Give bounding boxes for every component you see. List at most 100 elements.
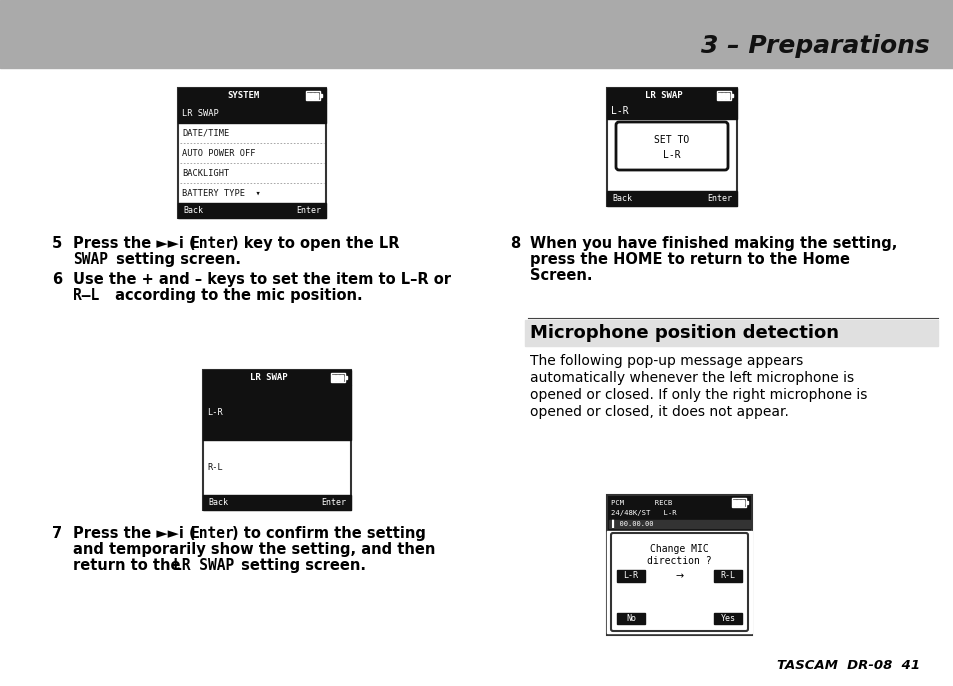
Text: DATE/TIME: DATE/TIME	[182, 128, 229, 137]
Text: No: No	[625, 614, 636, 623]
Bar	[178, 88, 326, 218]
Text: Change MIC: Change MIC	[649, 544, 708, 554]
Text: R-L: R-L	[720, 571, 735, 580]
Text: 24/48K/ST   L-R: 24/48K/ST L-R	[610, 510, 676, 516]
Text: and temporarily show the setting, and then: and temporarily show the setting, and th…	[73, 542, 435, 557]
Text: ) to confirm the setting: ) to confirm the setting	[232, 526, 425, 541]
Bar	[732, 499, 735, 506]
Text: setting screen.: setting screen.	[111, 252, 241, 267]
Text: BATTERY TYPE  ▾: BATTERY TYPE ▾	[182, 189, 260, 198]
Text: Back: Back	[183, 206, 203, 215]
Text: opened or closed, it does not appear.: opened or closed, it does not appear.	[530, 405, 788, 419]
Text: Press the ►►i (: Press the ►►i (	[73, 526, 195, 541]
Bar	[178, 203, 326, 218]
Bar	[307, 93, 310, 99]
Bar	[731, 498, 745, 507]
Bar	[178, 88, 326, 103]
Bar	[717, 91, 730, 100]
Bar	[606, 495, 751, 635]
Bar	[311, 93, 314, 99]
Bar	[331, 373, 345, 382]
Text: LR SWAP: LR SWAP	[182, 108, 218, 117]
Bar	[319, 94, 322, 97]
Bar	[713, 570, 741, 582]
Text: SYSTEM: SYSTEM	[228, 91, 260, 100]
Bar	[713, 613, 741, 624]
Bar	[606, 531, 751, 633]
Bar	[725, 93, 728, 99]
Text: SWAP: SWAP	[73, 252, 108, 267]
Text: Enter: Enter	[191, 526, 234, 541]
Bar	[0, 0, 953, 68]
FancyBboxPatch shape	[616, 122, 727, 170]
Text: LR SWAP: LR SWAP	[172, 558, 234, 573]
Bar	[203, 370, 351, 510]
Bar	[608, 520, 749, 528]
Text: 7: 7	[52, 526, 62, 541]
FancyBboxPatch shape	[610, 533, 747, 631]
Text: Yes: Yes	[720, 614, 735, 623]
Bar	[203, 495, 351, 510]
Text: TASCAM  DR-08  41: TASCAM DR-08 41	[776, 659, 919, 672]
Text: AUTO POWER OFF: AUTO POWER OFF	[182, 148, 255, 158]
Bar	[745, 501, 747, 504]
Text: L-R: L-R	[662, 150, 680, 161]
Text: 8: 8	[510, 236, 519, 251]
Bar	[617, 570, 644, 582]
Text: opened or closed. If only the right microphone is: opened or closed. If only the right micr…	[530, 388, 866, 402]
Bar	[524, 320, 937, 346]
Bar	[740, 499, 743, 506]
Bar	[306, 91, 319, 100]
Bar	[203, 385, 351, 440]
Text: Enter: Enter	[706, 194, 731, 203]
Text: ) key to open the LR: ) key to open the LR	[232, 236, 399, 251]
Text: Press the ►►i (: Press the ►►i (	[73, 236, 195, 251]
Text: 6: 6	[52, 272, 62, 287]
Text: LR SWAP: LR SWAP	[644, 91, 682, 100]
Text: 3 – Preparations: 3 – Preparations	[700, 34, 929, 58]
Bar	[345, 376, 347, 379]
Text: L-R: L-R	[623, 571, 638, 580]
Text: press the HOME to return to the Home: press the HOME to return to the Home	[530, 252, 849, 267]
Text: →: →	[675, 571, 683, 581]
Bar	[339, 375, 343, 381]
Text: 5: 5	[52, 236, 62, 251]
Bar	[737, 499, 740, 506]
Text: Use the + and – keys to set the item to L–R or: Use the + and – keys to set the item to …	[73, 272, 451, 287]
Bar	[730, 94, 732, 97]
Bar	[721, 93, 724, 99]
Text: Back: Back	[208, 498, 228, 507]
Bar	[606, 103, 737, 119]
Text: Back: Back	[612, 194, 631, 203]
Text: R–L: R–L	[73, 288, 99, 303]
Text: BACKLIGHT: BACKLIGHT	[182, 169, 229, 178]
Text: Enter: Enter	[295, 206, 320, 215]
Bar	[617, 613, 644, 624]
Text: SET TO: SET TO	[654, 134, 689, 145]
Bar	[606, 191, 737, 206]
Text: setting screen.: setting screen.	[235, 558, 366, 573]
Text: return to the: return to the	[73, 558, 186, 573]
Text: Microphone position detection: Microphone position detection	[530, 324, 838, 342]
Bar	[332, 375, 335, 381]
Bar	[178, 103, 326, 123]
Text: Enter: Enter	[320, 498, 346, 507]
Text: PCM       RECB: PCM RECB	[610, 500, 672, 506]
Text: When you have finished making the setting,: When you have finished making the settin…	[530, 236, 897, 251]
Bar	[606, 88, 737, 103]
Text: R-L: R-L	[207, 463, 222, 472]
Bar	[314, 93, 317, 99]
Text: L-R: L-R	[610, 106, 628, 116]
Text: automatically whenever the left microphone is: automatically whenever the left micropho…	[530, 371, 853, 385]
Bar	[335, 375, 338, 381]
Bar	[718, 93, 720, 99]
Bar	[203, 370, 351, 385]
Bar	[606, 88, 737, 206]
Text: The following pop-up message appears: The following pop-up message appears	[530, 354, 802, 368]
Text: according to the mic position.: according to the mic position.	[110, 288, 362, 303]
Text: Enter: Enter	[191, 236, 234, 251]
Text: direction ?: direction ?	[646, 556, 711, 566]
Text: ▌ 00.00.00: ▌ 00.00.00	[610, 520, 653, 528]
Text: Screen.: Screen.	[530, 268, 592, 283]
Text: LR SWAP: LR SWAP	[250, 373, 288, 382]
